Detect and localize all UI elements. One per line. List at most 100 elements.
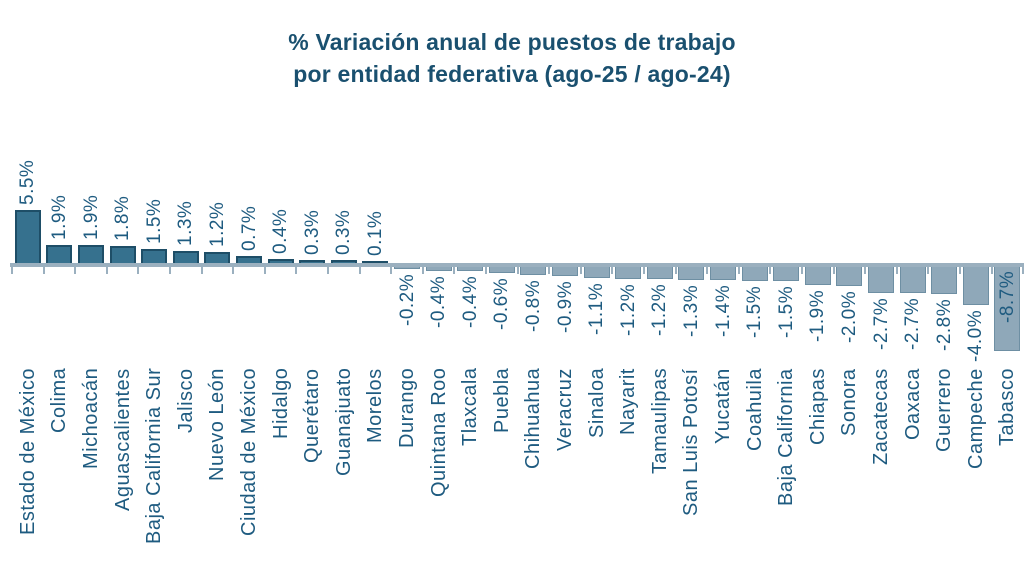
category-label: Tamaulipas	[648, 367, 671, 474]
bar-guanajuato	[330, 260, 357, 263]
bar-zacatecas	[868, 267, 894, 293]
x-axis-tick	[895, 267, 898, 274]
value-label: 0.3%	[333, 209, 355, 256]
x-axis-tick	[1022, 267, 1024, 274]
value-label: -0.2%	[396, 273, 418, 326]
category-label: Durango	[396, 367, 418, 448]
category-label: Veracruz	[554, 368, 576, 451]
category-label: Querétaro	[301, 368, 324, 463]
value-label: -2.0%	[838, 291, 860, 344]
bar-colima	[46, 244, 73, 263]
value-label: -4.0%	[965, 310, 987, 363]
x-axis-tick	[295, 267, 298, 274]
bar-tamaulipas	[646, 267, 673, 279]
category-label: Guanajuato	[332, 367, 355, 476]
value-label: -1.3%	[680, 284, 702, 337]
x-axis-tick	[169, 267, 171, 274]
x-axis-tick	[74, 267, 77, 274]
x-axis-line	[10, 263, 1024, 267]
category-label: Ciudad de México	[238, 367, 260, 536]
x-axis-tick	[516, 267, 519, 274]
bar-yucatán	[710, 267, 736, 281]
category-label: Estado de México	[16, 368, 39, 535]
value-label: 1.2%	[206, 201, 228, 247]
bar-aguascalientes	[109, 245, 136, 263]
value-label: -1.5%	[775, 286, 797, 339]
bar-puebla	[488, 267, 515, 273]
bar-nayarit	[615, 267, 642, 279]
x-axis-tick	[421, 267, 424, 274]
bar-tabasco	[994, 267, 1021, 351]
x-axis-tick	[832, 267, 835, 274]
x-axis-tick	[579, 267, 582, 274]
chart-title: % Variación anual de puestos de trabajo …	[0, 26, 1024, 90]
category-label: Guerrero	[933, 367, 956, 452]
category-label: Chihuahua	[522, 367, 545, 469]
category-label: Tlaxcala	[459, 367, 482, 446]
value-label: 1.3%	[175, 200, 197, 246]
x-axis-tick	[485, 267, 487, 274]
value-label: -1.5%	[744, 286, 766, 339]
value-label: -0.9%	[554, 280, 576, 333]
bar-tlaxcala	[457, 267, 484, 271]
x-axis-tick	[11, 267, 13, 274]
bar-coahuila	[741, 267, 768, 282]
category-label: Zacatecas	[870, 368, 892, 465]
bar-durango	[394, 267, 420, 269]
category-label: Sinaloa	[585, 367, 608, 438]
bar-hidalgo	[267, 259, 294, 263]
x-axis-tick	[105, 267, 108, 274]
category-label: Campeche	[964, 368, 987, 469]
category-label: Tabasco	[996, 368, 1019, 446]
value-label: -2.8%	[933, 298, 955, 351]
value-label: 1.8%	[112, 195, 134, 241]
bar-michoacán	[78, 244, 104, 263]
bar-chiapas	[804, 267, 831, 286]
x-axis-tick	[959, 267, 961, 274]
bar-quintana-roo	[425, 267, 452, 271]
value-label: -2.7%	[870, 297, 892, 350]
value-label: 1.9%	[48, 194, 70, 240]
x-axis-tick	[990, 267, 993, 274]
x-axis-tick	[358, 267, 361, 274]
bar-jalisco	[172, 250, 199, 263]
category-label: Colima	[48, 367, 71, 433]
value-label: -1.1%	[586, 282, 608, 335]
x-axis-tick	[611, 267, 614, 274]
category-label: Michoacán	[80, 367, 102, 469]
x-axis-tick	[263, 267, 266, 274]
value-label: -0.4%	[459, 275, 481, 328]
bar-baja-california-sur	[141, 248, 168, 263]
x-axis-tick	[232, 267, 235, 274]
bar-chihuahua	[520, 267, 547, 275]
category-label: Hidalgo	[269, 367, 292, 439]
x-axis-tick	[643, 267, 645, 274]
x-axis-tick	[769, 267, 772, 274]
bar-sonora	[836, 267, 863, 287]
category-label: Coahuila	[743, 368, 766, 451]
value-label: -1.4%	[712, 285, 734, 338]
x-axis-tick	[864, 267, 867, 274]
x-axis-tick	[674, 267, 677, 274]
category-label: Baja California Sur	[143, 367, 166, 544]
category-label: San Luis Potosí	[680, 368, 703, 516]
value-label: -0.6%	[491, 277, 513, 330]
bar-campeche	[962, 267, 989, 306]
category-label: Chiapas	[806, 368, 829, 445]
bar-querétaro	[299, 260, 326, 263]
category-label: Baja California	[775, 368, 798, 506]
category-label: Puebla	[490, 367, 513, 433]
value-label: 0.4%	[270, 208, 292, 255]
category-label: Aguascalientes	[111, 368, 134, 511]
bar-estado-de-méxico	[14, 210, 41, 263]
chart-title-line-1: % Variación anual de puestos de trabajo	[288, 29, 736, 55]
bar-ciudad-de-méxico	[236, 256, 262, 263]
value-label: -1.2%	[617, 283, 639, 336]
x-axis-tick	[453, 267, 456, 274]
x-axis-tick	[137, 267, 140, 274]
category-label: Morelos	[364, 368, 387, 443]
category-label: Yucatán	[712, 368, 734, 444]
category-label: Nayarit	[617, 368, 640, 435]
value-label: -0.4%	[428, 275, 450, 328]
